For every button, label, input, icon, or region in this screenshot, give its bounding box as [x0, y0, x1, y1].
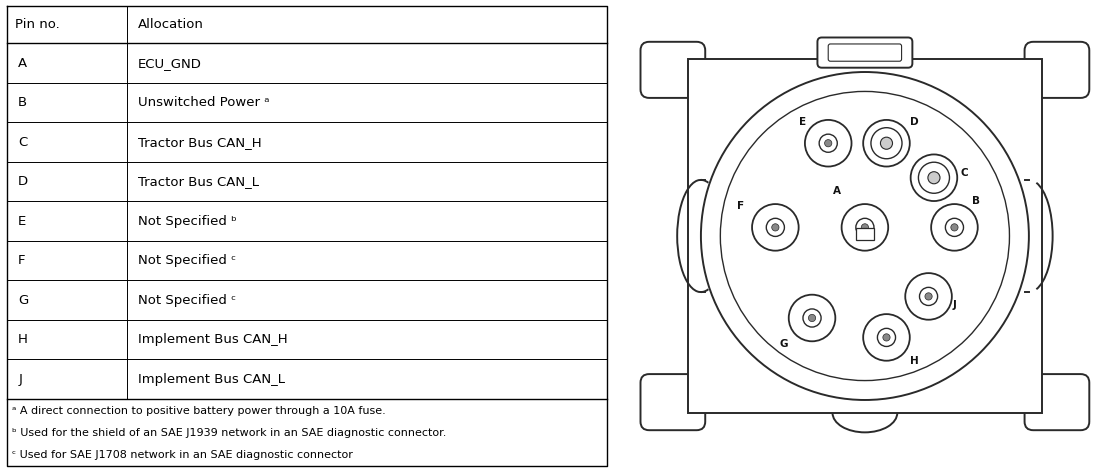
Text: H: H [18, 333, 28, 346]
Circle shape [870, 128, 902, 159]
FancyBboxPatch shape [641, 42, 705, 98]
Circle shape [856, 219, 874, 236]
Circle shape [701, 72, 1029, 400]
Circle shape [805, 120, 852, 167]
Text: F: F [738, 201, 744, 211]
Text: C: C [961, 169, 968, 178]
FancyBboxPatch shape [817, 37, 913, 67]
Bar [856, 228, 874, 240]
Text: D: D [18, 175, 28, 188]
Circle shape [767, 219, 785, 236]
Text: E: E [799, 117, 806, 126]
Text: ECU_GND: ECU_GND [138, 57, 202, 70]
Circle shape [841, 204, 888, 251]
Text: D: D [911, 117, 918, 126]
Circle shape [931, 204, 978, 251]
Text: Pin no.: Pin no. [15, 18, 59, 31]
Text: Not Specified ᵇ: Not Specified ᵇ [138, 215, 237, 228]
Text: Implement Bus CAN_H: Implement Bus CAN_H [138, 333, 288, 346]
Circle shape [863, 314, 910, 361]
Text: J: J [953, 300, 956, 310]
Circle shape [905, 273, 952, 320]
Circle shape [881, 137, 893, 149]
Text: Not Specified ᶜ: Not Specified ᶜ [138, 294, 237, 307]
Circle shape [808, 314, 816, 321]
Circle shape [951, 224, 958, 231]
FancyBboxPatch shape [687, 59, 1042, 413]
Circle shape [819, 134, 837, 152]
Circle shape [789, 295, 836, 341]
Text: Tractor Bus CAN_L: Tractor Bus CAN_L [138, 175, 259, 188]
Circle shape [877, 329, 895, 346]
Text: ᵇ Used for the shield of an SAE J1939 network in an SAE diagnostic connector.: ᵇ Used for the shield of an SAE J1939 ne… [12, 428, 446, 438]
Text: H: H [911, 356, 918, 366]
Circle shape [927, 172, 940, 184]
Circle shape [863, 120, 910, 167]
Text: Unswitched Power ᵃ: Unswitched Power ᵃ [138, 96, 270, 109]
Text: Allocation: Allocation [138, 18, 204, 31]
Circle shape [925, 293, 932, 300]
Text: E: E [18, 215, 27, 228]
Circle shape [883, 334, 891, 341]
Circle shape [920, 287, 937, 305]
Text: Implement Bus CAN_L: Implement Bus CAN_L [138, 372, 286, 386]
Text: B: B [972, 196, 980, 206]
Circle shape [918, 162, 950, 193]
Circle shape [804, 309, 821, 327]
FancyBboxPatch shape [1024, 374, 1089, 430]
Text: ᵃ A direct connection to positive battery power through a 10A fuse.: ᵃ A direct connection to positive batter… [12, 406, 386, 416]
Text: G: G [18, 294, 29, 307]
Text: F: F [18, 254, 26, 267]
FancyBboxPatch shape [641, 374, 705, 430]
Text: B: B [18, 96, 28, 109]
Circle shape [911, 154, 958, 201]
FancyBboxPatch shape [828, 44, 902, 61]
Circle shape [825, 140, 831, 147]
Text: J: J [18, 372, 22, 386]
Text: A: A [18, 57, 28, 70]
Text: Tractor Bus CAN_H: Tractor Bus CAN_H [138, 135, 262, 149]
Text: ᶜ Used for SAE J1708 network in an SAE diagnostic connector: ᶜ Used for SAE J1708 network in an SAE d… [12, 450, 353, 460]
Text: A: A [833, 185, 840, 196]
FancyBboxPatch shape [1024, 42, 1089, 98]
Text: G: G [780, 339, 788, 349]
Text: Not Specified ᶜ: Not Specified ᶜ [138, 254, 237, 267]
Circle shape [772, 224, 779, 231]
Text: C: C [18, 135, 28, 149]
Circle shape [752, 204, 799, 251]
Circle shape [945, 219, 963, 236]
Circle shape [862, 224, 868, 231]
